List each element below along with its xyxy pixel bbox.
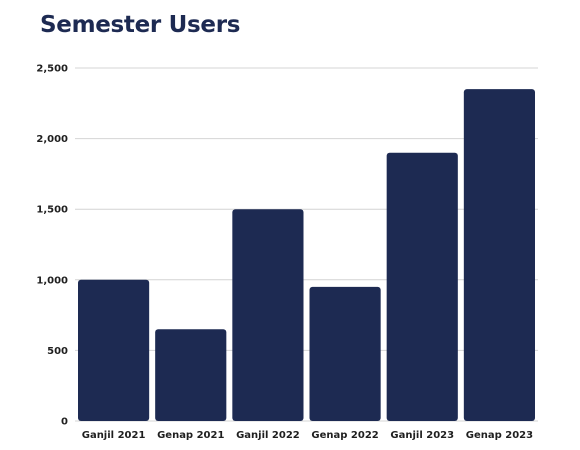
y-tick-label: 2,500: [36, 64, 68, 75]
y-tick-label: 1,000: [36, 275, 68, 286]
x-tick-label: Ganjil 2021: [82, 430, 146, 441]
chart-title: Semester Users: [40, 12, 241, 38]
bar-genap-2023: [463, 89, 535, 422]
x-tick-label: Genap 2021: [157, 430, 224, 441]
bar-genap-2022: [309, 286, 381, 421]
x-tick-label: Genap 2022: [311, 430, 378, 441]
y-tick-label: 2,000: [36, 134, 68, 145]
x-tick-label: Ganjil 2022: [236, 430, 300, 441]
bar-ganjil-2021: [78, 279, 150, 421]
x-tick-label: Genap 2023: [466, 430, 533, 441]
x-axis-ticks: Ganjil 2021 Genap 2021 Ganjil 2022 Genap 20…: [82, 430, 533, 441]
y-tick-label: 500: [47, 346, 68, 357]
y-tick-label: 0: [61, 417, 68, 428]
bar-ganjil-2023: [386, 152, 458, 421]
y-axis-ticks: 0 500 1,000 1,500 2,000 2,500: [36, 64, 68, 428]
x-tick-label: Ganjil 2023: [390, 430, 454, 441]
gridlines: [75, 67, 538, 422]
bar-ganjil-2022: [232, 209, 304, 421]
y-tick-label: 1,500: [36, 205, 68, 216]
bars: [78, 89, 535, 422]
bar-genap-2021: [155, 329, 227, 421]
